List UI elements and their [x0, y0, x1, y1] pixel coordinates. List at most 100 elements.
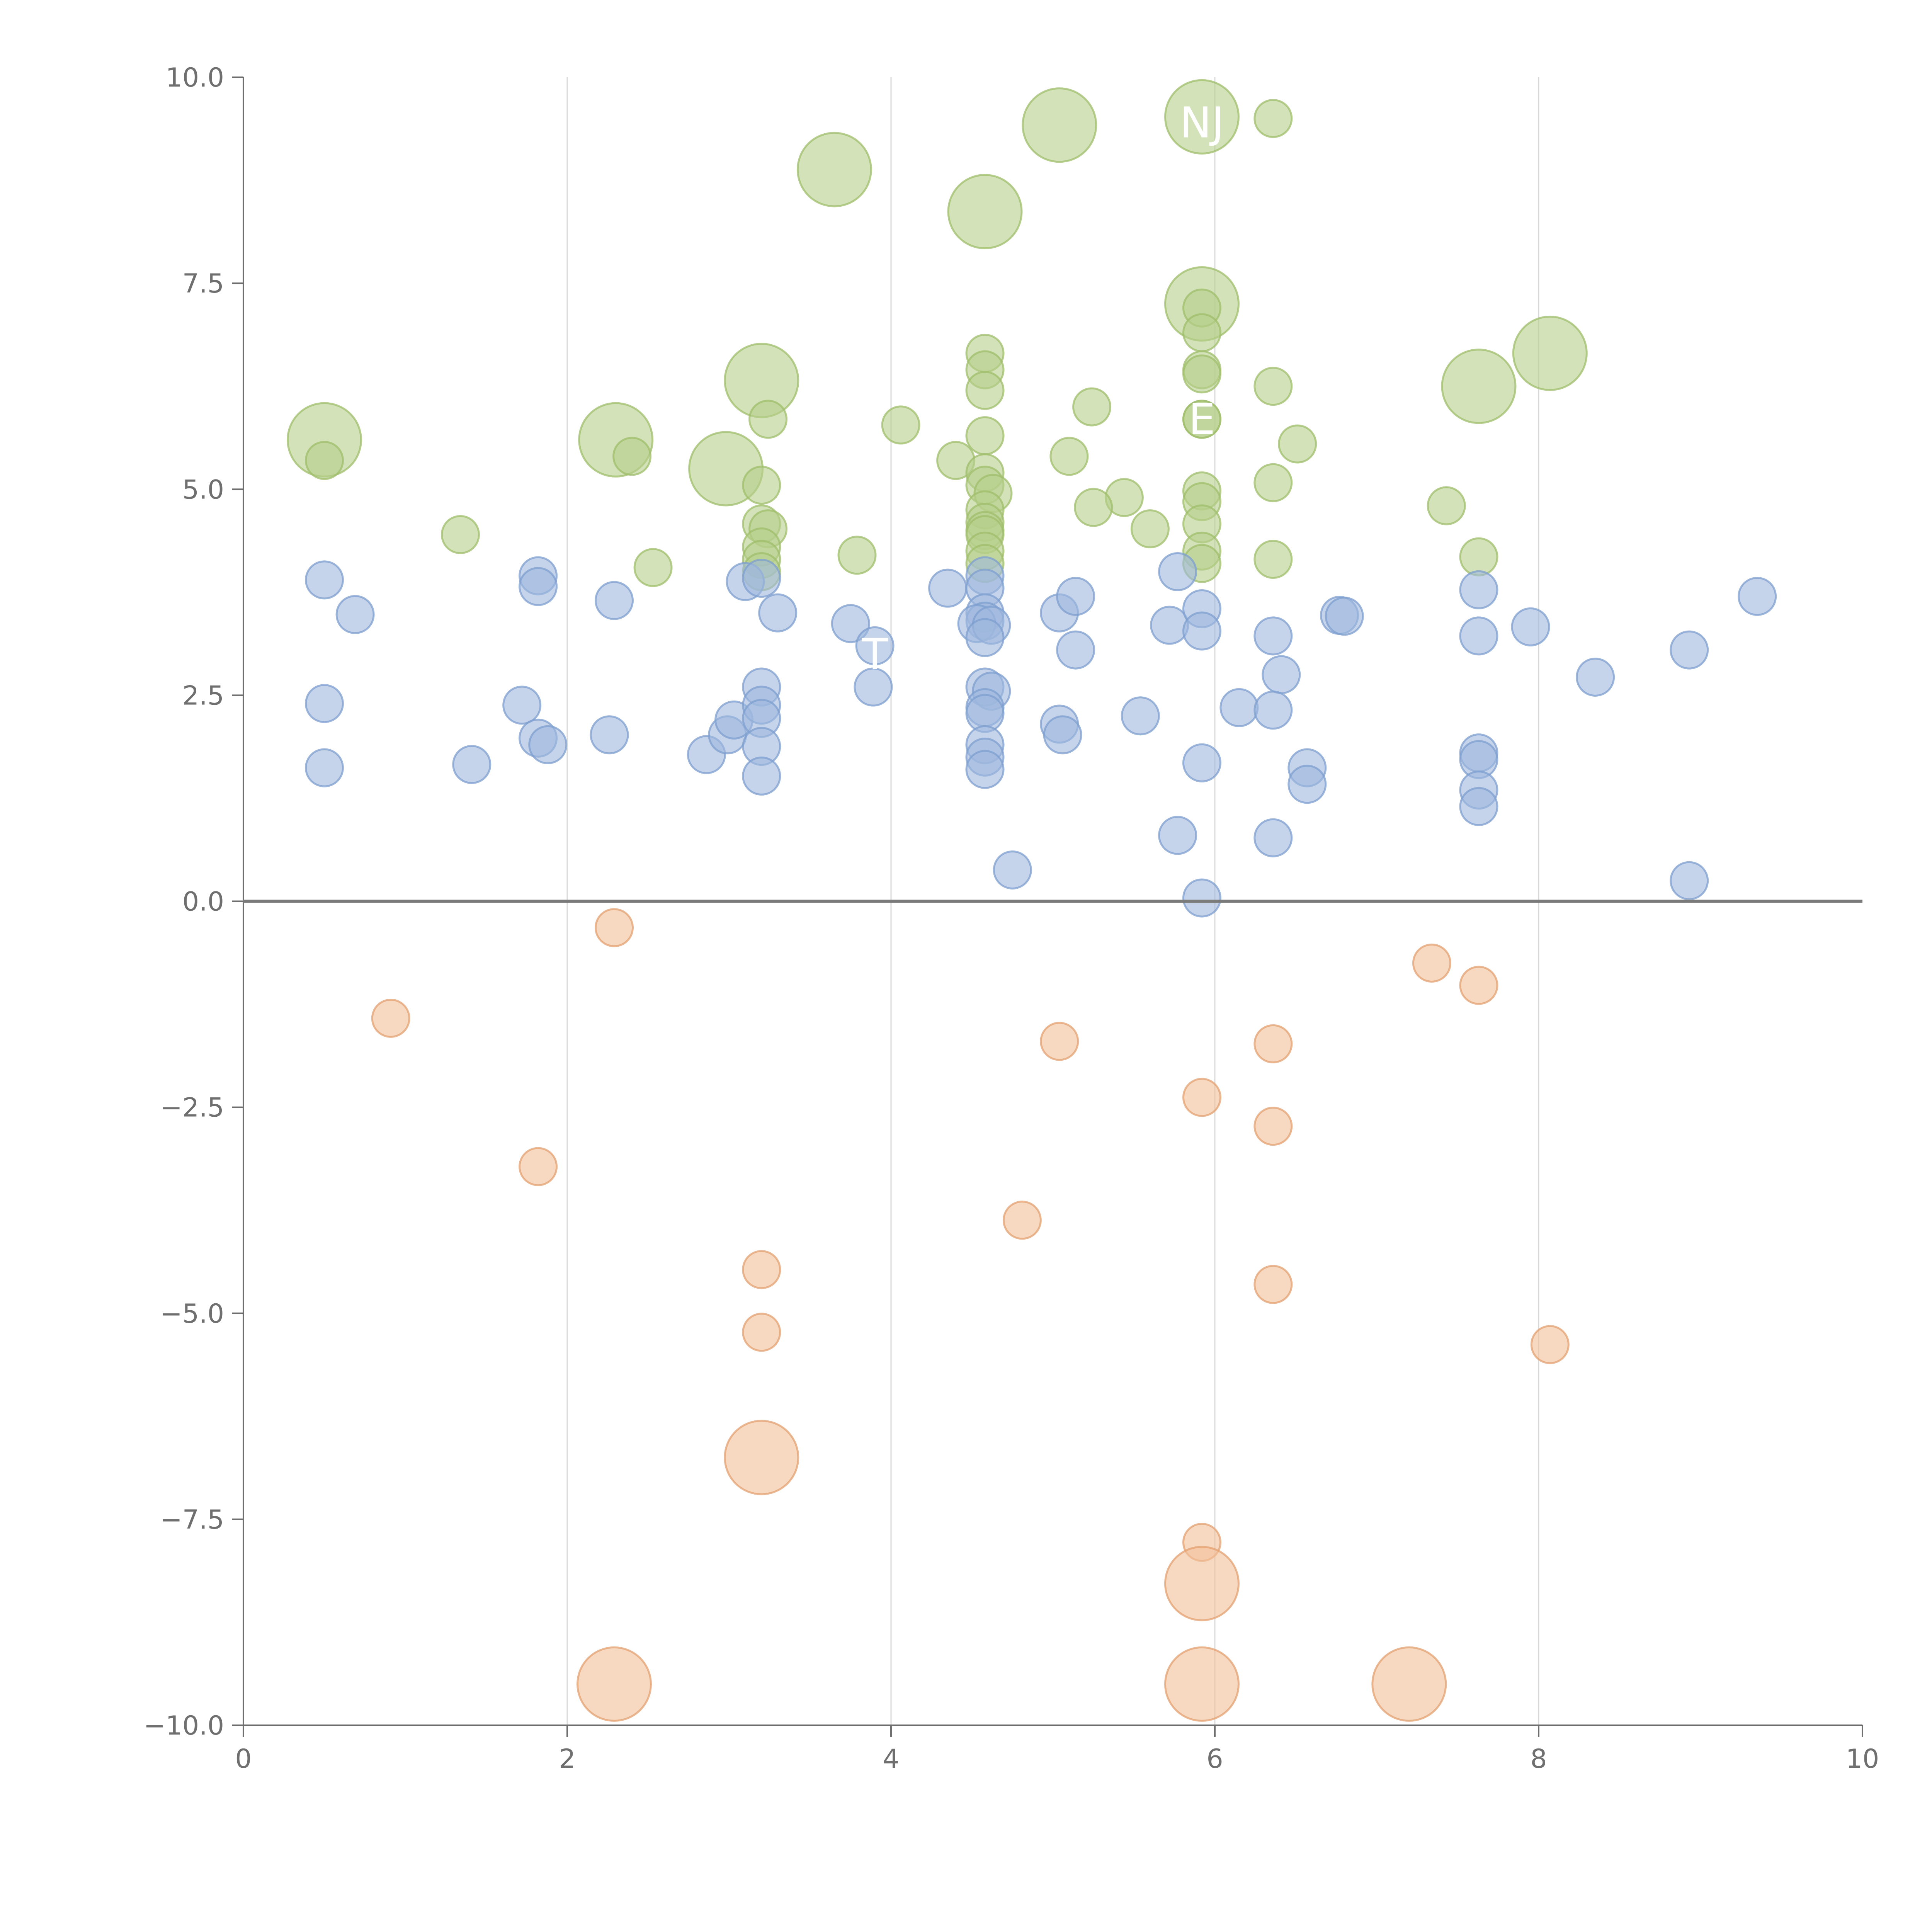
bubble-top-34	[742, 466, 781, 505]
bubble-bottom-2	[519, 1147, 558, 1186]
bubble-middle-69	[1459, 787, 1498, 826]
y-tick-label: −10.0	[144, 1711, 224, 1741]
bubble-middle-25	[1253, 616, 1293, 656]
bubble-middle-63	[1253, 690, 1293, 730]
bubble-bottom-16	[1164, 1546, 1240, 1621]
bubble-bottom-0	[595, 908, 634, 947]
bubble-top-60	[633, 548, 673, 587]
bubble-middle-21	[1150, 605, 1189, 645]
bubble-top-0	[1022, 87, 1097, 163]
axes: 10.0 7.5 5.0 2.5 0.0 −2.5 −5.0 −7.5 −10.0 0 2 4 6 8 10	[144, 63, 1879, 1774]
bubble-middle-9	[855, 626, 895, 665]
x-tick-label: 2	[559, 1744, 575, 1774]
bubble-middle-30	[1459, 616, 1498, 656]
series-middle	[305, 552, 1777, 918]
bubble-middle-8	[831, 604, 870, 643]
y-tick-label: −2.5	[160, 1093, 224, 1123]
overlay-label: NJ	[1180, 98, 1224, 147]
bubble-middle-31	[1511, 607, 1550, 646]
bubble-bottom-10	[742, 1250, 781, 1289]
bubble-bottom-12	[1253, 1265, 1293, 1304]
bubble-middle-72	[1253, 818, 1293, 857]
bubble-middle-41	[590, 715, 629, 755]
bubble-bottom-13	[1530, 1325, 1570, 1364]
bubble-top-35	[1253, 463, 1293, 502]
bubble-middle-10	[928, 568, 968, 608]
bubble-top-1	[1164, 79, 1240, 155]
bubble-bottom-7	[1182, 1078, 1221, 1117]
x-tick-label: 8	[1530, 1744, 1547, 1774]
series-bottom	[371, 908, 1570, 1722]
bubble-middle-71	[1158, 816, 1197, 855]
x-tick-label: 6	[1206, 1744, 1223, 1774]
bubble-middle-1	[335, 595, 375, 634]
bubble-top-18	[965, 416, 1005, 456]
x-tick-label: 0	[235, 1744, 252, 1774]
bubble-top-49	[440, 515, 480, 554]
bubble-top-56	[1253, 540, 1293, 579]
y-tick-label: −7.5	[160, 1505, 224, 1535]
bubble-middle-34	[1738, 577, 1777, 616]
bubble-middle-50	[854, 667, 893, 707]
bubble-bottom-19	[1371, 1646, 1447, 1722]
bubble-middle-62	[1219, 688, 1259, 727]
bubble-middle-32	[1576, 657, 1615, 697]
bubble-top-9	[1182, 354, 1221, 394]
bubble-top-22	[1182, 400, 1221, 439]
bubble-bottom-8	[1253, 1107, 1293, 1146]
bubble-bottom-3	[1040, 1022, 1079, 1061]
bubble-middle-61	[1182, 743, 1221, 782]
bubble-middle-4	[595, 581, 634, 620]
x-tick-label: 10	[1846, 1744, 1879, 1774]
bubble-middle-38	[502, 685, 542, 725]
bubble-top-55	[837, 536, 877, 575]
bubble-middle-73	[1182, 878, 1221, 918]
overlay-label: T	[861, 629, 888, 679]
bubble-top-38	[1427, 486, 1466, 526]
series-top	[287, 79, 1588, 591]
bubble-top-4	[947, 174, 1023, 250]
y-tick-label: 7.5	[182, 269, 224, 299]
bubble-bottom-18	[1164, 1646, 1240, 1722]
bubble-middle-24	[1182, 611, 1221, 651]
bubble-middle-20	[1056, 630, 1095, 670]
bubble-middle-57	[965, 750, 1005, 789]
bubble-top-23	[1278, 424, 1317, 464]
bubble-top-10	[1512, 315, 1588, 391]
bubble-middle-29	[1459, 570, 1498, 609]
bubble-top-47	[1130, 509, 1170, 549]
bubble-top-40	[1074, 488, 1113, 527]
bubble-top-57	[1459, 537, 1498, 577]
bubble-top-7	[1182, 313, 1221, 352]
y-tick-label: 0.0	[182, 887, 224, 917]
bubble-middle-40	[528, 725, 568, 764]
bubble-bottom-1	[371, 998, 410, 1038]
bubble-middle-3	[519, 567, 558, 606]
bubble-top-11	[1441, 349, 1517, 424]
bubble-middle-49	[742, 756, 781, 796]
y-tick-label: 10.0	[166, 63, 224, 93]
bubble-top-17	[965, 371, 1005, 410]
bubble-top-3	[796, 132, 872, 207]
bubble-top-14	[748, 400, 788, 439]
bubble-bottom-4	[1253, 1024, 1293, 1063]
bubble-middle-60	[1121, 696, 1160, 736]
bubble-middle-65	[1287, 765, 1327, 804]
bubble-bottom-14	[724, 1420, 799, 1495]
bubble-top-19	[881, 405, 920, 445]
bubble-middle-7	[758, 593, 798, 633]
bubble-middle-28	[1325, 597, 1364, 636]
bubble-top-12	[1253, 367, 1293, 406]
bubble-middle-70	[993, 850, 1032, 889]
bubble-middle-22	[1158, 552, 1197, 591]
bubble-middle-74	[1670, 861, 1709, 900]
bubble-top-30	[1049, 437, 1089, 476]
bubble-middle-33	[1670, 630, 1709, 670]
bubble-middle-36	[305, 748, 344, 787]
bubble-bottom-9	[1002, 1201, 1042, 1240]
y-tick-label: 5.0	[182, 474, 224, 505]
bubble-bottom-11	[742, 1313, 781, 1352]
y-tick-label: −5.0	[160, 1299, 224, 1329]
